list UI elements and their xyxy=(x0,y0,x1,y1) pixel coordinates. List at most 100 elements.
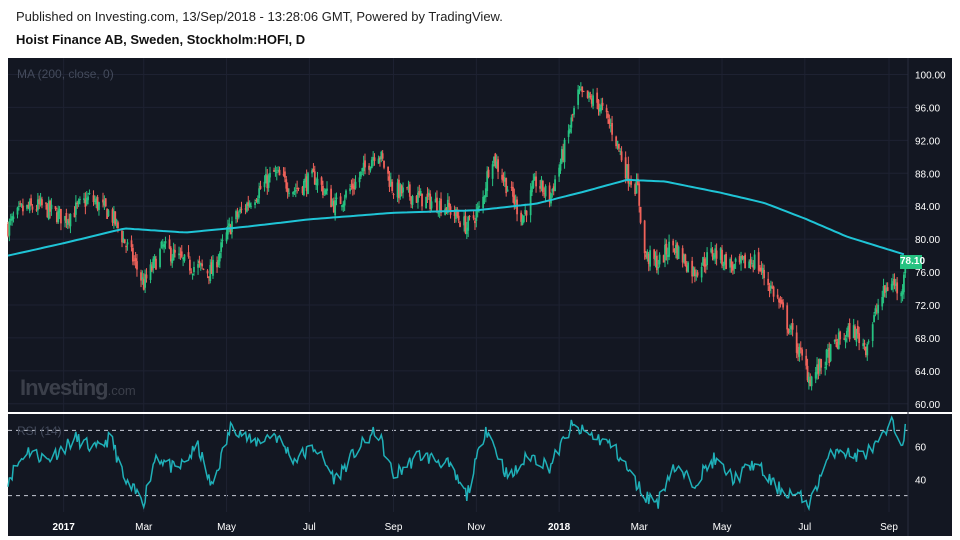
candle-body xyxy=(626,165,628,179)
candle-body xyxy=(379,157,381,160)
candle-body xyxy=(725,253,727,270)
candle-body xyxy=(562,149,565,161)
candle-body xyxy=(844,338,847,342)
candle-body xyxy=(131,247,134,262)
candle-body xyxy=(560,149,563,163)
candle-body xyxy=(535,176,537,187)
candle-body xyxy=(524,209,527,215)
candle-body xyxy=(474,221,476,224)
candle-body xyxy=(465,227,468,235)
x-tick-label: May xyxy=(217,522,236,533)
y-tick-label: 80.00 xyxy=(915,235,940,246)
candle-body xyxy=(430,201,433,209)
candle-body xyxy=(19,203,22,205)
candle-body xyxy=(654,257,657,261)
candle-body xyxy=(183,254,186,261)
candle-body xyxy=(266,175,269,189)
candle-body xyxy=(278,169,281,176)
candle-body xyxy=(60,208,62,224)
candle-body xyxy=(693,269,696,277)
candle-body xyxy=(112,210,115,224)
candle-body xyxy=(199,263,202,266)
candle-body xyxy=(738,256,741,263)
candle-body xyxy=(434,198,437,203)
candle-body xyxy=(757,252,760,271)
candle-body xyxy=(408,184,411,197)
candle-body xyxy=(833,339,836,342)
candle-body xyxy=(407,186,410,188)
candle-body xyxy=(273,169,275,172)
candle-body xyxy=(380,151,383,160)
candle-body xyxy=(351,183,354,189)
candle-body xyxy=(601,102,604,106)
candle-body xyxy=(237,214,240,218)
candle-body xyxy=(763,269,766,279)
candle-body xyxy=(772,286,775,297)
candle-body xyxy=(573,108,575,115)
candle-body xyxy=(786,305,789,330)
candle-body xyxy=(122,238,125,243)
candle-body xyxy=(123,239,126,244)
candle-body xyxy=(579,88,582,90)
candle-body xyxy=(544,186,547,197)
candle-body xyxy=(776,294,779,298)
candle-body xyxy=(153,256,156,262)
candle-body xyxy=(730,261,733,267)
candle-body xyxy=(487,169,490,178)
candle-body xyxy=(12,216,15,220)
candle-body xyxy=(282,174,285,176)
candle-body xyxy=(882,285,885,297)
candle-body xyxy=(20,204,23,206)
candle-body xyxy=(159,249,161,267)
candle-body xyxy=(104,198,107,207)
candle-body xyxy=(331,201,334,206)
candle-body xyxy=(107,210,110,216)
candle-body xyxy=(900,292,903,297)
candle-body xyxy=(134,258,137,262)
candle-body xyxy=(210,262,213,274)
candle-body xyxy=(475,210,478,221)
candle-body xyxy=(529,190,532,216)
candle-body xyxy=(187,252,190,257)
candle-body xyxy=(512,186,514,197)
candle-body xyxy=(540,179,543,188)
candle-body xyxy=(495,161,498,168)
candle-body xyxy=(901,289,904,295)
candle-body xyxy=(581,86,584,93)
candle-body xyxy=(345,190,347,198)
candle-body xyxy=(578,90,581,92)
candle-body xyxy=(339,196,342,205)
candle-body xyxy=(721,249,723,265)
candle-body xyxy=(98,202,100,210)
y-tick-label: 72.00 xyxy=(915,301,940,312)
candle-body xyxy=(350,185,353,187)
candle-body xyxy=(760,267,763,272)
y-tick-label: 68.00 xyxy=(915,334,940,345)
candle-body xyxy=(392,194,395,196)
candle-body xyxy=(627,164,630,184)
candle-body xyxy=(73,212,76,218)
candle-body xyxy=(664,244,666,261)
rsi-line xyxy=(7,415,907,512)
candle-body xyxy=(684,254,687,266)
candle-body xyxy=(182,257,185,260)
candle-body xyxy=(179,253,182,255)
candle-body xyxy=(410,196,413,205)
candle-body xyxy=(191,274,194,276)
candle-body xyxy=(866,343,869,356)
candle-body xyxy=(429,193,432,210)
candle-body xyxy=(795,332,798,353)
candle-body xyxy=(829,344,832,361)
candle-body xyxy=(863,343,866,345)
candle-body xyxy=(552,186,555,191)
candle-body xyxy=(570,117,573,128)
candle-body xyxy=(608,119,611,124)
candle-body xyxy=(141,277,144,280)
candle-body xyxy=(463,216,466,226)
candle-body xyxy=(326,188,328,191)
candle-body xyxy=(453,211,456,216)
y-tick-label: 100.00 xyxy=(915,70,946,81)
y-tick-label: 76.00 xyxy=(915,268,940,279)
candle-body xyxy=(323,191,326,193)
